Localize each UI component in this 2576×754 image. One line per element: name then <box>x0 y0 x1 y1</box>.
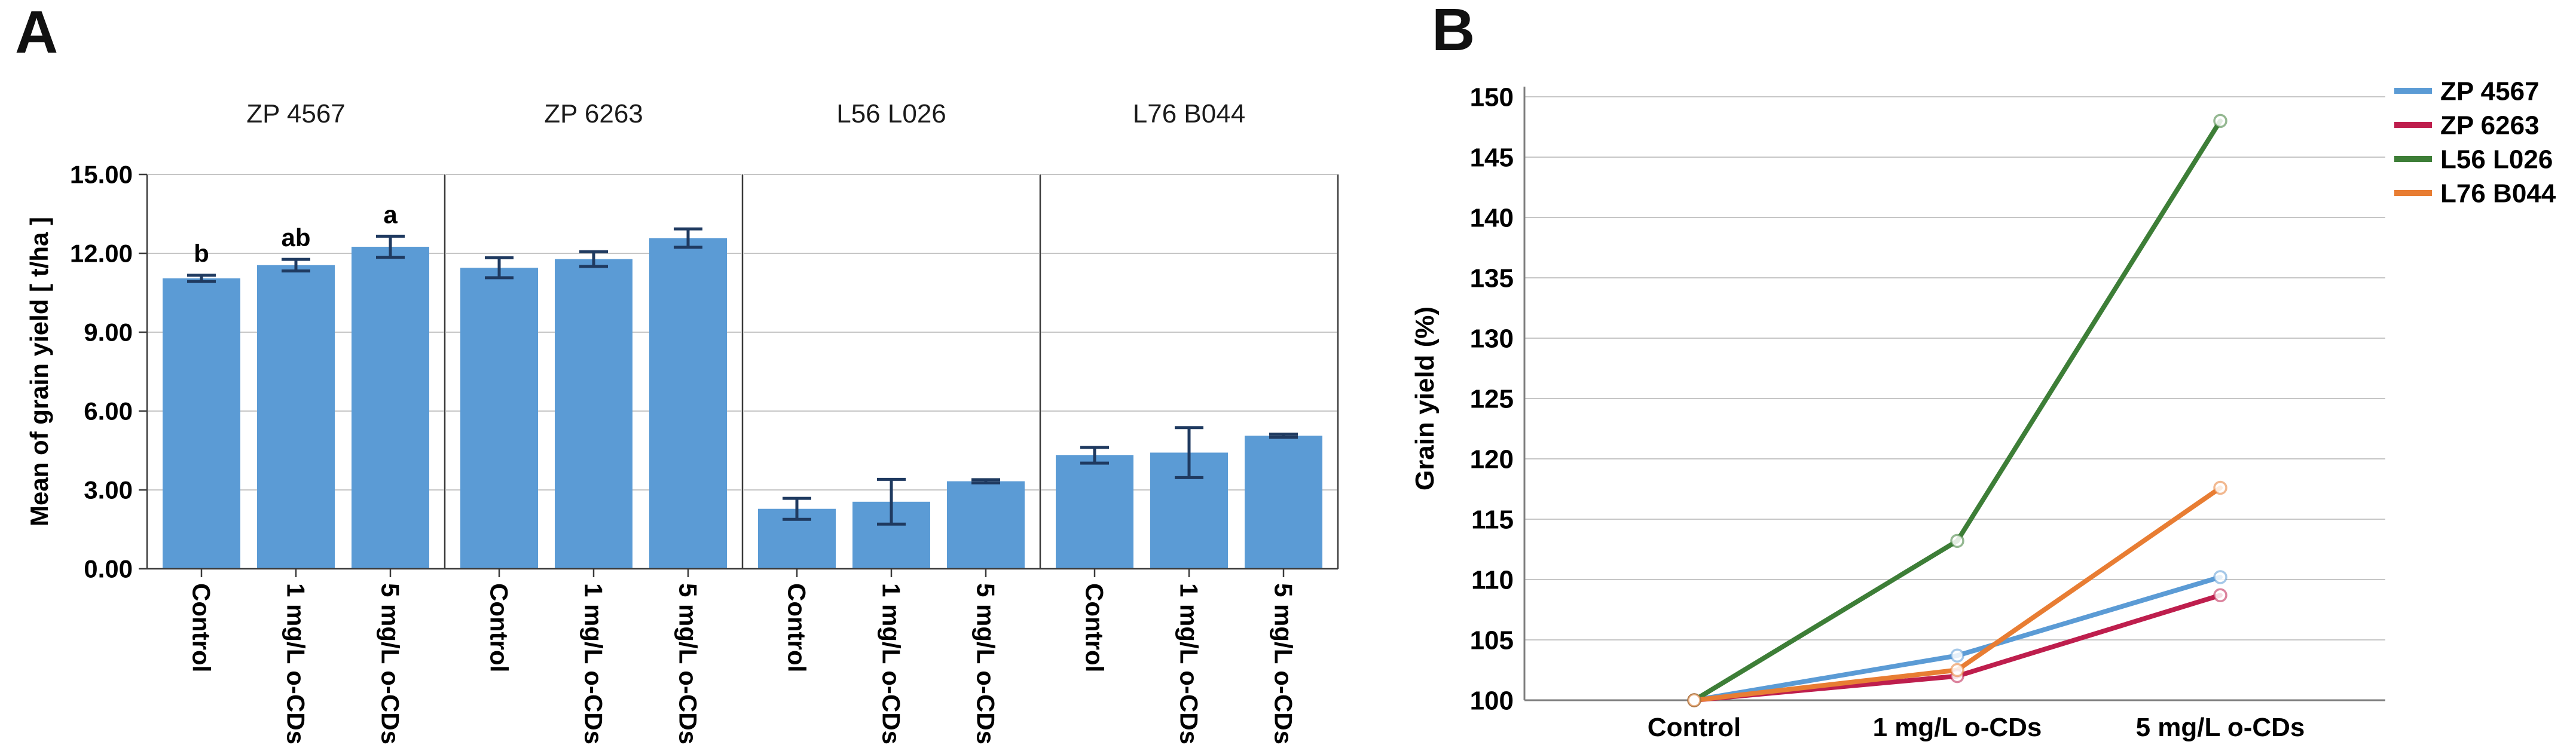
panel-a-category-label: 1 mg/L o-CDs <box>579 583 607 744</box>
bar <box>947 481 1025 569</box>
bar <box>1245 436 1322 569</box>
panel-b-ytick-label: 120 <box>1470 445 1514 474</box>
panel-b-label: B <box>1432 0 1475 63</box>
panel-a-category-label: 1 mg/L o-CDs <box>877 583 905 744</box>
panel-b-category-label: 1 mg/L o-CDs <box>1873 713 2042 742</box>
panel-b-ytick-label: 135 <box>1470 263 1514 293</box>
data-point-marker <box>1687 693 1701 707</box>
subplot-title: ZP 6263 <box>544 99 643 128</box>
significance-letter: ab <box>281 223 310 252</box>
panel-b-ytick-label: 100 <box>1470 686 1514 715</box>
series-line-l56-l026 <box>1692 118 2223 703</box>
bar <box>649 238 727 569</box>
subplot-title: L76 B044 <box>1133 99 1245 128</box>
bar <box>555 259 632 569</box>
bar <box>163 278 240 569</box>
significance-letter: a <box>383 200 398 228</box>
panel-a-ytick-label: 6.00 <box>84 397 133 425</box>
panel-b-ytick-label: 110 <box>1471 565 1514 594</box>
panel-a-category-label: 1 mg/L o-CDs <box>282 583 310 744</box>
panel-a-label: A <box>15 0 59 66</box>
legend-label: ZP 4567 <box>2440 76 2540 106</box>
panel-a-category-label: 5 mg/L o-CDs <box>971 583 1000 744</box>
bar <box>1056 455 1133 569</box>
data-point-marker <box>2213 588 2227 603</box>
data-point-marker <box>1950 663 1964 678</box>
panel-b-ytick-label: 105 <box>1470 626 1514 655</box>
panel-a-y-axis-title: Mean of grain yield [ t/ha ] <box>25 217 53 526</box>
bar <box>352 247 429 569</box>
panel-b-ytick-label: 140 <box>1470 203 1514 232</box>
bar <box>257 265 335 569</box>
panel-a-ytick-label: 0.00 <box>84 555 133 583</box>
data-point-marker <box>2213 570 2227 584</box>
panel-b-category-label: Control <box>1648 713 1741 742</box>
data-point-marker <box>1950 648 1964 663</box>
panel-a-ytick-label: 15.00 <box>70 161 133 189</box>
panel-a-category-label: 5 mg/L o-CDs <box>674 583 702 744</box>
panel-a-category-label: Control <box>187 583 215 672</box>
panel-b-ytick-label: 150 <box>1470 82 1514 112</box>
data-point-marker <box>1950 534 1964 548</box>
panel-a-ytick-label: 12.00 <box>70 240 133 268</box>
panel-b-category-label: 5 mg/L o-CDs <box>2136 713 2305 742</box>
data-point-marker <box>2213 480 2227 495</box>
panel-b-ytick-label: 130 <box>1470 324 1514 353</box>
legend-label: ZP 6263 <box>2440 111 2540 140</box>
panel-a-category-label: Control <box>485 583 513 672</box>
panel-b-ytick-label: 145 <box>1470 143 1514 172</box>
subplot-title: L56 L026 <box>836 99 946 128</box>
bar <box>460 268 538 569</box>
panel-a-category-label: Control <box>1080 583 1108 672</box>
legend-label: L56 L026 <box>2440 145 2553 174</box>
panel-b-ytick-label: 115 <box>1471 505 1514 534</box>
panel-a-category-label: Control <box>783 583 811 672</box>
legend-label: L76 B044 <box>2440 179 2556 208</box>
panel-a-category-label: 5 mg/L o-CDs <box>1269 583 1297 744</box>
panel-a-ytick-label: 9.00 <box>84 318 133 347</box>
subplot-title: ZP 4567 <box>246 99 346 128</box>
panel-a-category-label: 5 mg/L o-CDs <box>376 583 404 744</box>
panel-b-ytick-label: 125 <box>1470 384 1514 413</box>
significance-letter: b <box>194 240 209 268</box>
data-point-marker <box>2213 114 2227 128</box>
panel-b-y-axis-title: Grain yield (%) <box>1410 306 1440 491</box>
panel-a-category-label: 1 mg/L o-CDs <box>1175 583 1203 744</box>
panel-a-ytick-label: 3.00 <box>84 476 133 504</box>
